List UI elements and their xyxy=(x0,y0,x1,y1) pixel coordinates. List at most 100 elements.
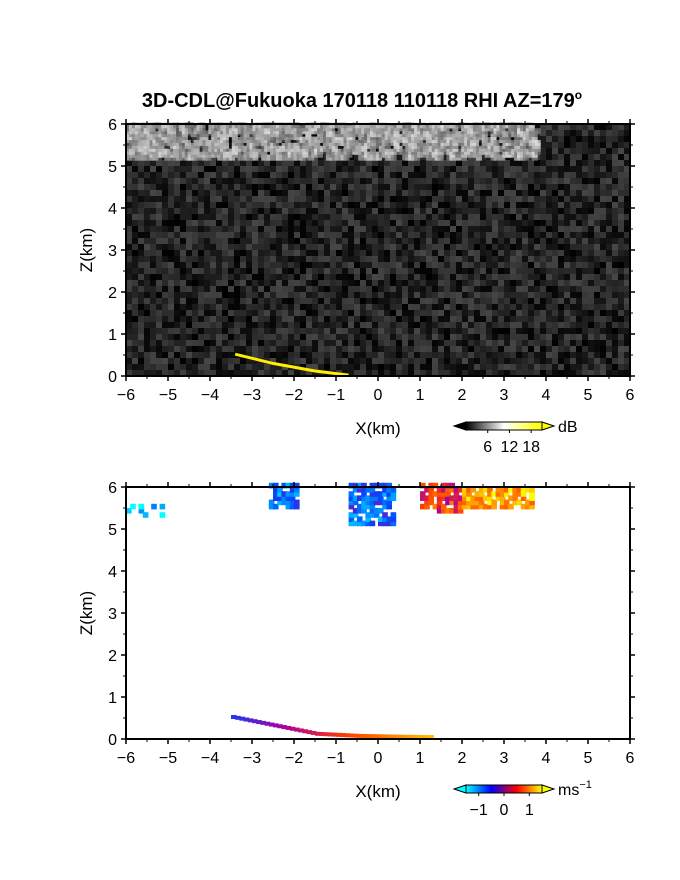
noise-cell xyxy=(264,262,270,268)
noise-cell xyxy=(240,340,246,346)
noise-cell xyxy=(174,268,180,274)
noise-cell xyxy=(126,268,132,274)
noise-cell xyxy=(174,274,180,280)
noise-cell xyxy=(192,340,198,346)
velocity-cell xyxy=(361,487,367,493)
noise-cell xyxy=(162,298,168,304)
noise-cell xyxy=(360,262,366,268)
noise-cell xyxy=(618,136,624,142)
noise-cell xyxy=(264,244,270,250)
noise-cell xyxy=(204,178,210,184)
noise-cell xyxy=(600,352,606,358)
noise-cell xyxy=(150,340,156,346)
noise-cell xyxy=(258,238,264,244)
noise-cell xyxy=(150,232,156,238)
noise-cell xyxy=(372,256,378,262)
noise-cell xyxy=(498,328,504,334)
noise-cell xyxy=(444,346,450,352)
noise-cell xyxy=(288,262,294,268)
noise-cell xyxy=(372,184,378,190)
noise-cell xyxy=(168,322,174,328)
noise-cell xyxy=(174,310,180,316)
noise-cell xyxy=(180,340,186,346)
noise-cell xyxy=(486,298,492,304)
noise-cell xyxy=(558,160,564,166)
noise-cell xyxy=(270,298,276,304)
noise-cell xyxy=(468,184,474,190)
noise-cell xyxy=(516,232,522,238)
noise-cell xyxy=(426,226,432,232)
noise-cell xyxy=(552,166,558,172)
noise-cell xyxy=(126,334,132,340)
noise-cell xyxy=(534,280,540,286)
noise-cell xyxy=(228,316,234,322)
noise-cell xyxy=(606,268,612,274)
noise-cell xyxy=(144,202,150,208)
noise-cell xyxy=(558,274,564,280)
noise-cell xyxy=(594,238,600,244)
noise-cell xyxy=(402,172,408,178)
noise-cell xyxy=(240,202,246,208)
noise-cell xyxy=(300,358,306,364)
noise-cell xyxy=(600,220,606,226)
noise-cell xyxy=(594,184,600,190)
noise-cell xyxy=(432,292,438,298)
noise-cell xyxy=(474,190,480,196)
x-tick-label: −3 xyxy=(243,387,261,404)
noise-cell xyxy=(330,322,336,328)
noise-cell xyxy=(438,316,444,322)
noise-cell xyxy=(486,358,492,364)
x-tick-label: −1 xyxy=(327,387,345,404)
noise-cell xyxy=(300,256,306,262)
noise-cell xyxy=(270,256,276,262)
velocity-cell xyxy=(369,499,376,506)
noise-cell xyxy=(504,364,510,370)
velocity-cell xyxy=(126,508,132,514)
noise-cell xyxy=(126,364,132,370)
noise-cell xyxy=(198,334,204,340)
noise-cell xyxy=(402,238,408,244)
noise-cell xyxy=(126,310,132,316)
surface-cell xyxy=(352,733,359,738)
cloud-cell xyxy=(173,122,180,129)
noise-cell xyxy=(600,178,606,184)
noise-cell xyxy=(546,298,552,304)
noise-cell xyxy=(144,250,150,256)
noise-cell xyxy=(180,286,186,292)
noise-cell xyxy=(486,256,492,262)
noise-cell xyxy=(438,160,444,166)
noise-cell xyxy=(474,364,480,370)
noise-cell xyxy=(288,310,294,316)
noise-cell xyxy=(504,196,510,202)
noise-cell xyxy=(306,160,312,166)
noise-cell xyxy=(402,364,408,370)
noise-cell xyxy=(144,328,150,334)
noise-cell xyxy=(180,256,186,262)
noise-cell xyxy=(444,334,450,340)
noise-cell xyxy=(624,280,630,286)
surface-cell xyxy=(344,733,350,738)
noise-cell xyxy=(618,238,624,244)
noise-cell xyxy=(300,346,306,352)
noise-cell xyxy=(204,196,210,202)
noise-cell xyxy=(198,232,204,238)
noise-cell xyxy=(342,214,348,220)
noise-cell xyxy=(264,232,270,238)
noise-cell xyxy=(576,268,582,274)
noise-cell xyxy=(588,256,594,262)
noise-cell xyxy=(456,262,462,268)
noise-cell xyxy=(318,340,324,346)
noise-cell xyxy=(372,220,378,226)
noise-cell xyxy=(300,238,306,244)
noise-cell xyxy=(342,286,348,292)
noise-cell xyxy=(384,256,390,262)
noise-cell xyxy=(306,304,312,310)
velocity-cell xyxy=(441,508,447,514)
noise-cell xyxy=(258,190,264,196)
noise-cell xyxy=(132,256,138,262)
noise-cell xyxy=(240,322,246,328)
noise-cell xyxy=(168,190,174,196)
noise-cell xyxy=(234,184,240,190)
noise-cell xyxy=(456,214,462,220)
